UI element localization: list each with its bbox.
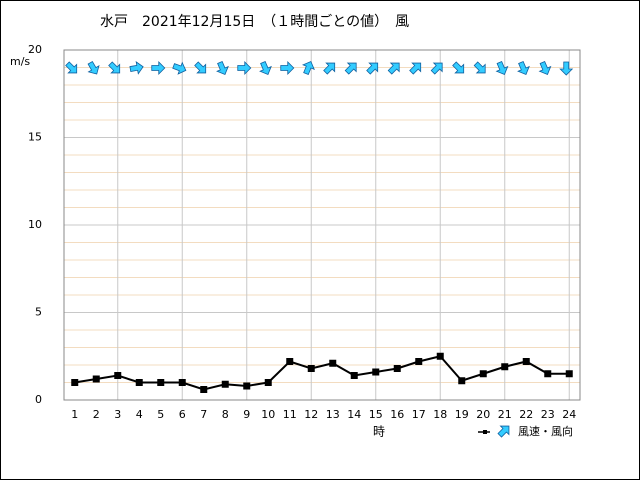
point <box>178 379 186 386</box>
x-tick-label: 3 <box>114 408 121 421</box>
wind-arrow <box>302 60 315 76</box>
point <box>565 370 573 378</box>
y-tick-label: 15 <box>28 131 42 144</box>
x-tick-label: 20 <box>476 408 490 421</box>
point <box>243 382 251 390</box>
x-tick-label: 12 <box>304 408 318 421</box>
x-tick-label: 1 <box>71 408 78 421</box>
wind-arrow <box>366 62 379 75</box>
point <box>415 358 423 365</box>
point <box>350 372 358 379</box>
wind-arrow <box>495 60 509 75</box>
x-tick-label: 13 <box>326 408 340 421</box>
point <box>286 358 294 365</box>
point <box>221 380 229 388</box>
x-label: 時 <box>373 425 385 439</box>
y-tick-label: 20 <box>28 43 42 56</box>
point <box>71 379 79 386</box>
point <box>393 365 401 372</box>
wind-arrow <box>538 60 552 75</box>
x-tick-label: 14 <box>347 408 361 421</box>
x-tick-label: 5 <box>157 408 164 421</box>
y-unit: m/s <box>10 55 30 68</box>
wind-arrow <box>237 61 252 75</box>
x-tick-label: 23 <box>541 408 555 421</box>
x-tick-label: 22 <box>519 408 533 421</box>
wind-arrow <box>172 61 187 75</box>
wind-arrow <box>87 61 100 75</box>
x-tick-label: 19 <box>455 408 469 421</box>
point <box>522 358 530 365</box>
y-tick-label: 5 <box>35 306 42 319</box>
wind-arrow <box>387 62 400 75</box>
x-tick-label: 11 <box>283 408 297 421</box>
point <box>329 359 337 367</box>
wind-arrow <box>194 61 207 74</box>
point <box>436 352 444 360</box>
point <box>458 377 466 385</box>
x-tick-label: 17 <box>412 408 426 421</box>
point <box>264 379 272 386</box>
chart-title: 水戸 2021年12月15日 （１時間ごとの値） 風 <box>100 14 409 30</box>
x-tick-label: 4 <box>136 408 143 421</box>
wind-arrow <box>323 62 336 75</box>
wind-arrow <box>259 60 272 75</box>
point <box>479 370 487 378</box>
wind-arrow <box>409 62 422 75</box>
point <box>372 368 380 376</box>
legend-arrow <box>497 425 510 438</box>
plot-border <box>63 49 581 401</box>
x-tick-label: 21 <box>498 408 512 421</box>
y-tick-label: 10 <box>28 218 42 231</box>
point <box>544 370 552 378</box>
point <box>307 365 315 372</box>
wind-arrow <box>452 61 465 74</box>
y-tick-label: 0 <box>35 393 42 406</box>
point <box>135 379 143 386</box>
wind-arrow <box>559 61 574 76</box>
x-tick-label: 2 <box>93 408 100 421</box>
legend-point <box>483 430 487 434</box>
wind-arrow <box>280 61 295 75</box>
x-tick-label: 10 <box>261 408 275 421</box>
line <box>74 355 570 391</box>
x-tick-label: 8 <box>222 408 229 421</box>
x-tick-label: 16 <box>390 408 404 421</box>
point <box>157 379 165 386</box>
wind-arrow <box>108 61 121 74</box>
wind-arrow <box>344 62 357 75</box>
wind-arrow <box>65 61 78 74</box>
wind-arrow <box>151 61 166 75</box>
x-tick-label: 9 <box>243 408 250 421</box>
wind-arrow <box>517 60 530 75</box>
x-tick-label: 15 <box>369 408 383 421</box>
wind-arrow <box>129 61 144 75</box>
wind-arrow <box>430 62 443 75</box>
wind-arrow <box>473 61 486 74</box>
point <box>114 372 122 379</box>
point <box>92 375 100 383</box>
point <box>501 363 509 371</box>
x-tick-label: 7 <box>200 408 207 421</box>
legend-label: 風速・風向 <box>518 424 573 438</box>
point <box>200 386 208 393</box>
x-tick-label: 6 <box>179 408 186 421</box>
x-tick-label: 18 <box>433 408 447 421</box>
x-tick-label: 24 <box>562 408 576 421</box>
wind-arrow <box>216 60 229 75</box>
